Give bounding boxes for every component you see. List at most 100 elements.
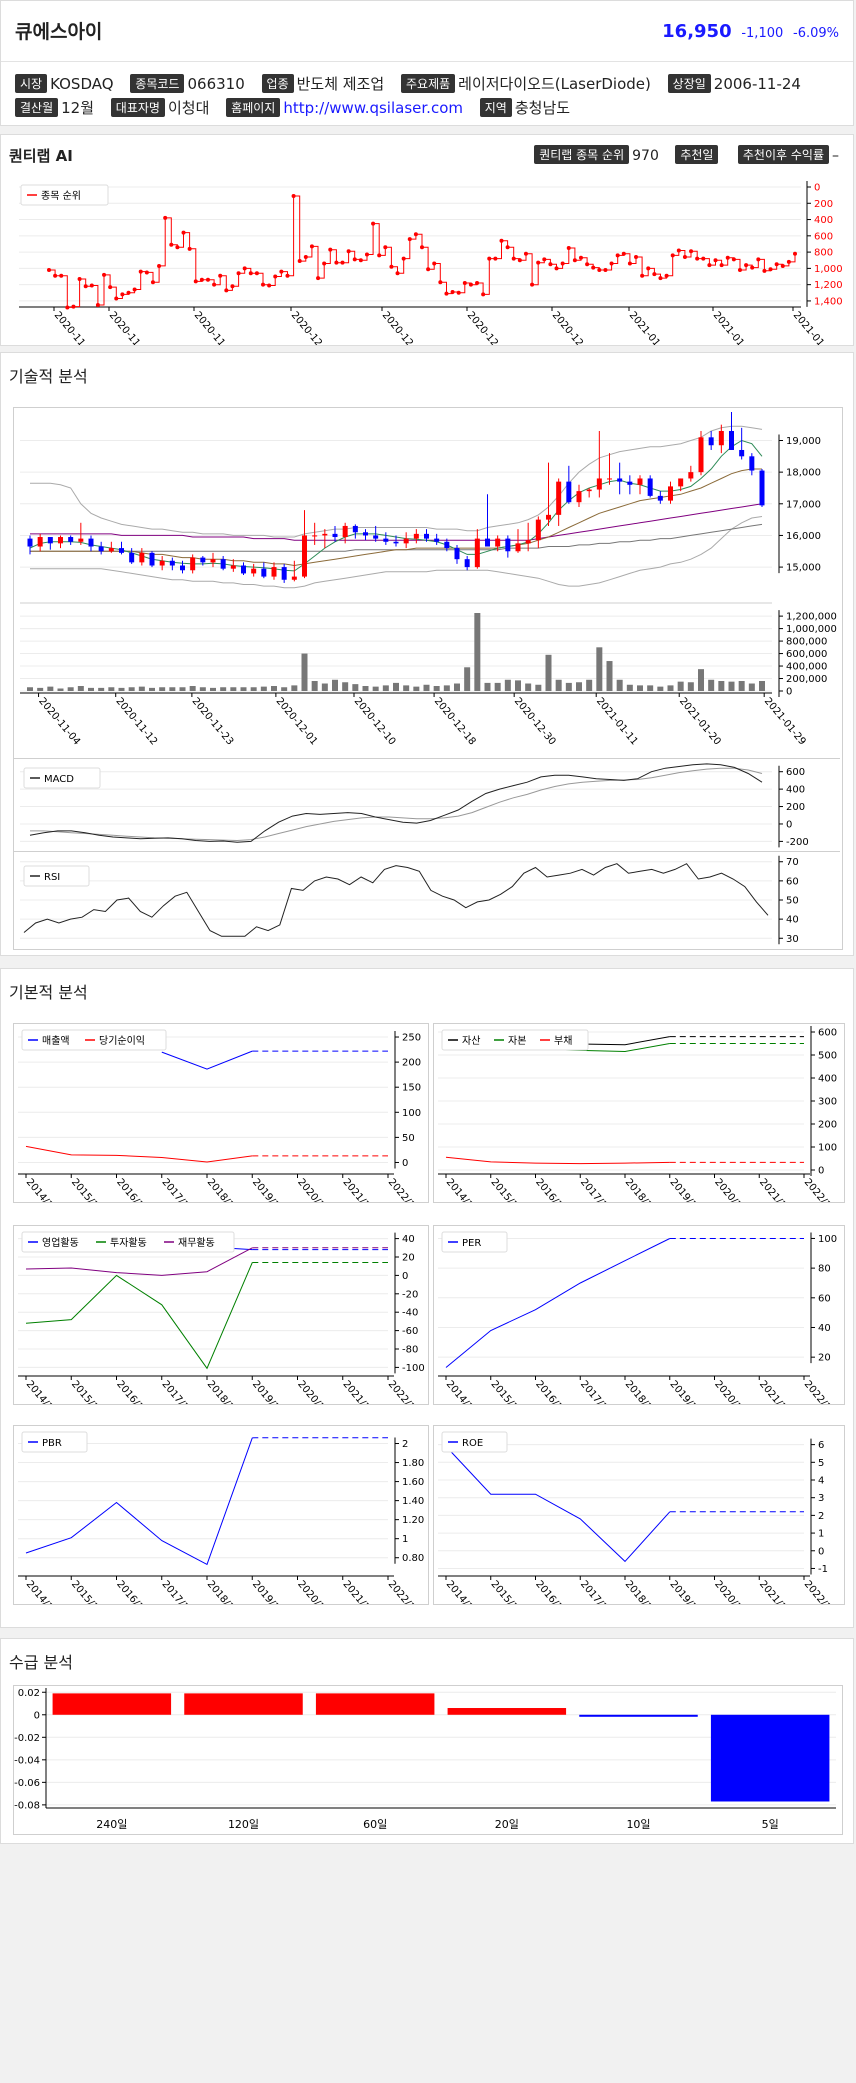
supply-bar	[315, 1693, 435, 1715]
rank-point	[499, 238, 504, 243]
cashflow-y-tick-label: -80	[402, 1345, 418, 1356]
region-value: 충청남도	[514, 99, 571, 117]
candle-body	[535, 519, 541, 541]
rank-point	[291, 193, 296, 198]
per-x-tick-label: 2014/12	[444, 1379, 479, 1404]
rank-point	[395, 271, 400, 276]
rank-point	[609, 261, 614, 266]
tech-x-tick-label: 2020-11-04	[36, 696, 82, 748]
assets-x-tick-label: 2018/12	[623, 1177, 658, 1202]
per-x-tick-label: 2017/12	[578, 1379, 613, 1404]
rank-point	[279, 269, 284, 274]
rank-point	[640, 273, 645, 278]
rank-point	[163, 215, 168, 220]
rank-point	[83, 284, 88, 289]
homepage-link[interactable]: http://www.qsilaser.com	[283, 99, 463, 117]
sales-x-tick-label: 2022/12	[386, 1177, 421, 1202]
candle-body	[495, 538, 501, 547]
assets-legend-box	[441, 1029, 589, 1051]
macd-y-tick-label: 200	[786, 802, 805, 813]
candle-body	[302, 535, 307, 577]
volume-bar	[525, 683, 532, 691]
stock-header: 큐에스아이 16,950 -1,100 -6.09% 시장 KOSDAQ 종목코드…	[0, 0, 854, 126]
candle-body	[688, 472, 694, 479]
rsi-y-tick-label: 60	[786, 876, 799, 887]
volume-bar	[47, 686, 54, 691]
assets-x-tick-label: 2022/12	[802, 1177, 837, 1202]
candle-body	[220, 559, 226, 569]
rank-point	[261, 282, 266, 287]
candle-body	[37, 537, 43, 547]
volume-bar	[37, 687, 44, 691]
pbr-y-tick-label: 1.60	[402, 1477, 424, 1488]
volume-bar	[138, 686, 145, 691]
rank-point	[762, 268, 767, 273]
pbr-y-tick-label: 1.40	[402, 1496, 424, 1507]
rank-point	[340, 260, 345, 265]
volume-bar	[698, 669, 704, 691]
candle-y-tick-label: 16,000	[786, 531, 821, 542]
rank-point	[627, 261, 632, 266]
volume-bar	[57, 688, 64, 691]
roe-chart: -1 0 1 2 3 4 5 6 2014/12 2015/12 2016/12 2017/12 201…	[438, 1431, 837, 1618]
pbr-x-tick-label: 2019/12	[250, 1579, 285, 1604]
roe-y-tick-label: 4	[818, 1476, 824, 1487]
volume-bar	[474, 613, 481, 691]
rsi-top-border	[14, 851, 840, 852]
candle-body	[322, 533, 328, 536]
rank-point	[560, 261, 565, 266]
candle-body	[444, 541, 450, 549]
candle-body	[98, 546, 104, 552]
rank-point	[267, 283, 272, 288]
rank-x-tick-label: 2020-11-23	[192, 310, 238, 345]
rank-point	[175, 245, 180, 250]
rank-point	[297, 259, 302, 264]
info-row-1: 시장 KOSDAQ 종목코드 066310 업종 반도체 제조업 주요제품 레이저다이오…	[15, 73, 801, 94]
macd-legend-label: MACD	[44, 774, 74, 785]
rank-point	[670, 253, 675, 258]
rank-x-tick-label: 2021-01-20	[711, 310, 757, 345]
candle-body	[403, 538, 409, 544]
assets-x-tick-label: 2017/12	[578, 1177, 613, 1202]
rsi-legend-box	[23, 865, 90, 887]
tech-x-tick-label: 2020-11-23	[190, 696, 236, 748]
cashflow-legend-label: 영업활동	[42, 1236, 79, 1249]
candle-body	[230, 565, 236, 569]
cashflow-x-tick-label: 2021/12	[340, 1379, 375, 1404]
roe-y-tick-label: 6	[818, 1440, 824, 1451]
supply-x-label: 5일	[762, 1817, 779, 1831]
rank-point	[285, 273, 290, 278]
volume-bar	[352, 684, 359, 691]
supply-x-label: 60일	[363, 1817, 387, 1831]
supply-y-tick-label: 0.02	[18, 1688, 40, 1699]
volume-bar	[504, 679, 511, 691]
assets-x-tick-label: 2014/12	[444, 1177, 479, 1202]
rank-point	[377, 253, 382, 258]
roe-x-tick-label: 2014/12	[444, 1579, 479, 1604]
volume-bar	[728, 681, 735, 691]
volume-bar	[77, 686, 84, 691]
rank-x-tick-label: 2020-12-18	[465, 310, 511, 345]
cashflow-series-line	[25, 1262, 253, 1370]
cashflow-chart-panel: -100 -80 -60 -40 -20 0 20 40 2014/12 2015/12 2016/…	[13, 1225, 429, 1418]
upper-band	[30, 425, 763, 538]
cashflow-x-tick-label: 2020/12	[295, 1379, 330, 1404]
candle-body	[108, 548, 114, 552]
ceo-value: 이청대	[167, 99, 210, 117]
rank-point	[102, 272, 107, 277]
ai-summary: 퀀티랩 종목 순위 970 추천일 추천이후 수익률 –	[534, 145, 839, 164]
volume-bar	[687, 682, 694, 691]
rank-point	[768, 267, 773, 272]
cashflow-x-tick-label: 2017/12	[159, 1379, 194, 1404]
supply-bar	[710, 1714, 830, 1802]
candle-body	[424, 533, 429, 539]
rank-point	[169, 242, 174, 247]
candle-body	[566, 481, 572, 503]
candle-body	[241, 565, 246, 574]
per-x-tick-label: 2016/12	[533, 1379, 568, 1404]
candle-body	[657, 495, 663, 501]
sales-x-tick-label: 2017/12	[159, 1177, 194, 1202]
rank-point	[114, 296, 119, 301]
candle-body	[373, 535, 379, 539]
volume-bar	[515, 680, 521, 691]
